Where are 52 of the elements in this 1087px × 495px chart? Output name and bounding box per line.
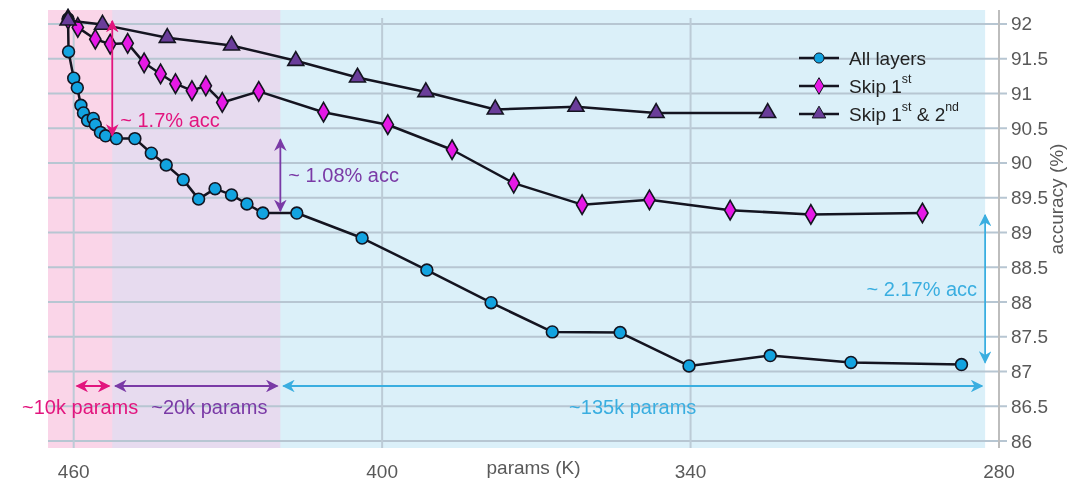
y-tick-label: 90	[1011, 152, 1033, 174]
point	[763, 348, 777, 363]
x-tick-label: 340	[674, 461, 707, 482]
point	[844, 355, 858, 370]
y-tick-label: 91	[1011, 82, 1033, 104]
band-label: ~10k params	[22, 396, 139, 418]
point	[290, 206, 304, 220]
point	[159, 158, 173, 172]
y-tick-label: 88	[1011, 291, 1033, 313]
point	[144, 146, 159, 160]
x-axis-title: params (K)	[486, 457, 581, 478]
point	[70, 81, 85, 95]
point	[240, 197, 254, 211]
y-tick-label: 87	[1011, 361, 1033, 383]
point	[355, 231, 369, 245]
band-label: ~20k params	[151, 396, 268, 418]
point	[682, 359, 696, 373]
point	[256, 206, 270, 220]
point	[176, 172, 190, 187]
y-tick-label: 86.5	[1011, 395, 1048, 417]
point	[417, 82, 435, 98]
point	[208, 181, 222, 196]
point	[128, 131, 142, 146]
y-axis-title: accuracy (%)	[1046, 143, 1067, 255]
x-tick-label: 280	[983, 461, 1015, 482]
point	[484, 295, 498, 310]
annotation: ~ 1.7% acc	[120, 108, 220, 131]
point	[954, 357, 969, 372]
point	[98, 129, 113, 143]
y-tick-label: 92	[1011, 13, 1033, 35]
point	[109, 131, 124, 146]
point	[224, 188, 239, 202]
x-tick-label: 400	[366, 461, 398, 482]
legend-label: Skip 1$^{st}$	[849, 72, 912, 97]
y-tick-label: 90.5	[1011, 117, 1048, 139]
point	[545, 325, 559, 339]
annotation: ~ 2.17% acc	[866, 277, 978, 300]
point	[191, 192, 206, 206]
y-tick-label: 88.5	[1011, 256, 1048, 278]
point	[420, 263, 434, 277]
y-tick-label: 89.5	[1011, 187, 1048, 209]
y-tick-label: 89	[1011, 221, 1033, 243]
y-tick-label: 86	[1011, 430, 1033, 452]
x-tick-label: 460	[57, 461, 90, 482]
y-tick-label: 91.5	[1011, 48, 1048, 70]
y-tick-label: 87.5	[1011, 326, 1048, 348]
point	[61, 45, 76, 59]
point	[613, 325, 627, 340]
legend-label: Skip 1$^{st}$ & 2$^{nd}$	[849, 100, 960, 125]
band-label: ~135k params	[569, 396, 697, 418]
legend-label: All layers	[849, 47, 927, 69]
annotation: ~ 1.08% acc	[288, 164, 399, 187]
